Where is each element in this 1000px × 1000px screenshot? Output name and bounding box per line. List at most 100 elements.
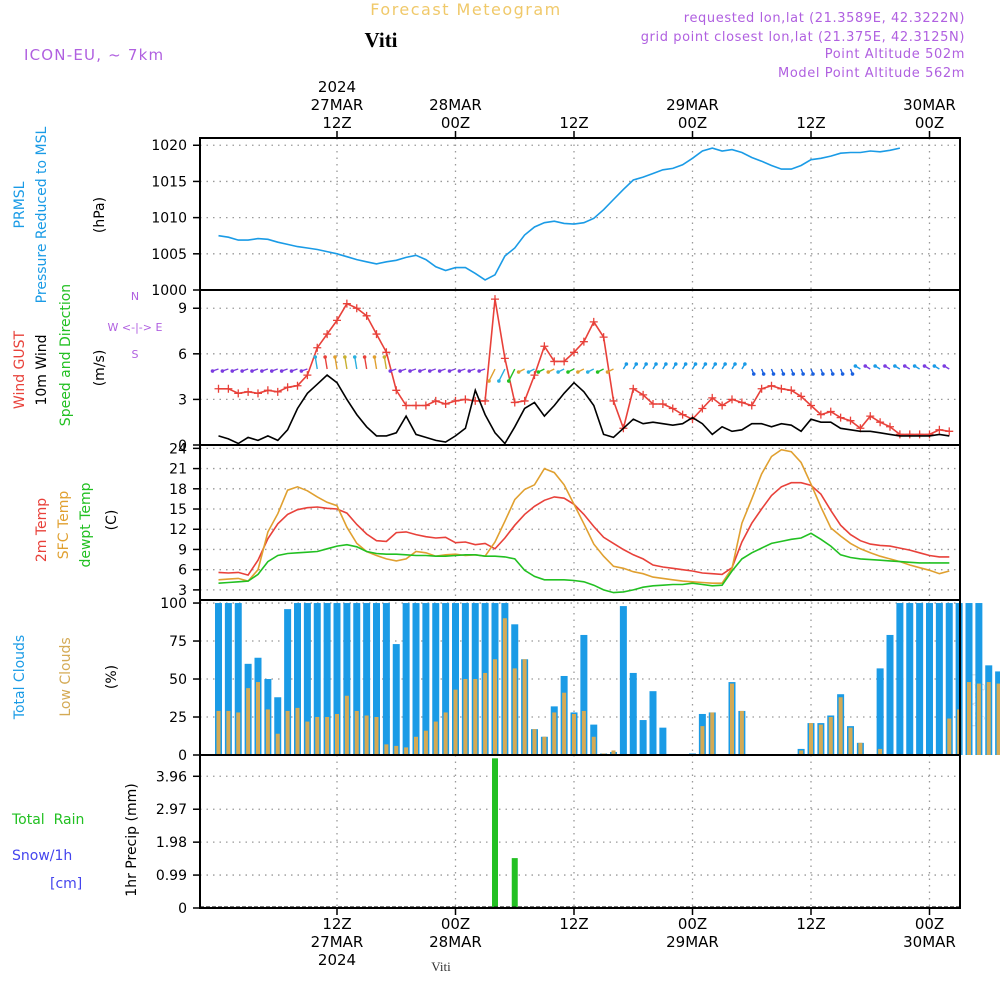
bar-clouds-1: [216, 710, 221, 755]
ytick-label-wind: 6: [178, 347, 187, 363]
gust-point: [412, 401, 420, 410]
gust-point: [807, 401, 815, 410]
gust-point: [649, 399, 657, 408]
bar-clouds-0: [886, 634, 894, 755]
gust-point: [342, 299, 351, 308]
wind-arrow-head: [566, 370, 570, 374]
gust-point: [214, 384, 223, 393]
wind-arrow-head: [260, 369, 264, 373]
wind-arrow-head: [467, 369, 472, 373]
wind-arrow-head: [352, 355, 357, 359]
bar-clouds-0: [629, 672, 637, 755]
wind-arrow-head: [289, 369, 294, 373]
wind-arrow-head: [210, 369, 215, 373]
total-clouds-label: Total Clouds: [12, 635, 28, 720]
bar-clouds-1: [809, 723, 813, 755]
gust-point: [402, 401, 411, 410]
pressure-unit: (hPa): [92, 197, 108, 233]
wind-arrow-head: [654, 362, 658, 366]
wind-arrow: [363, 356, 368, 370]
compass-n: N: [131, 290, 139, 303]
temp-panel-labels: 2m Temp SFC Temp dewpt Temp (C): [34, 482, 120, 567]
snow-label: Snow/1h: [12, 848, 72, 864]
ytick-label-wind: 0: [178, 438, 187, 454]
gust-label: Wind GUST: [12, 330, 28, 409]
gust-point: [293, 381, 302, 390]
gust-point: [579, 337, 588, 346]
wind-arrow-head: [751, 372, 756, 376]
series-line-wind-0: [218, 298, 950, 436]
axes-layer: 1000100510101015102003693691215182124025…: [151, 137, 961, 917]
bar-clouds-1: [522, 659, 527, 755]
bar-clouds-1: [512, 668, 517, 755]
wind-arrow: [488, 368, 496, 382]
bar-clouds-1: [976, 683, 981, 755]
bar-clouds-0: [234, 603, 242, 755]
gust-point: [520, 396, 529, 405]
wind-arrow-head: [240, 369, 244, 373]
bar-clouds-0: [432, 603, 440, 755]
wind-arrow-head: [624, 362, 629, 366]
gust-point: [500, 354, 509, 363]
wind-arrow-head: [912, 364, 917, 368]
gust-point: [698, 404, 707, 413]
bar-clouds-0: [639, 720, 647, 755]
ytick-label-precip: 2.97: [156, 802, 187, 818]
wind-arrow: [498, 368, 506, 382]
wind-arrow-head: [333, 355, 337, 359]
model-label: ICON-EU, ~ 7km: [24, 46, 164, 64]
wind-arrow-head: [372, 355, 377, 359]
bar-clouds-0: [975, 603, 983, 755]
bar-clouds-1: [947, 718, 952, 755]
gust-point: [737, 398, 746, 407]
time-label-top: 00Z: [441, 114, 470, 132]
wind-arrow-head: [863, 364, 868, 368]
forecast-title: Forecast Meteogram: [370, 0, 561, 19]
gust-point: [945, 427, 954, 436]
time-label-bottom: 12Z: [322, 915, 351, 933]
wind-arrow-head: [942, 364, 947, 368]
bar-clouds-1: [611, 750, 616, 755]
wind-arrow: [344, 356, 348, 370]
time-label-bottom: 29MAR: [666, 933, 719, 951]
wind-arrow-head: [853, 364, 858, 368]
bar-clouds-0: [373, 603, 380, 755]
bar-clouds-1: [443, 712, 448, 755]
location-title: Viti: [364, 28, 397, 52]
grid-layer: [200, 138, 960, 909]
wind-arrow-head: [526, 370, 531, 374]
bar-clouds-0: [323, 603, 331, 755]
time-label-top: 2024: [318, 78, 356, 96]
bar-clouds-1: [325, 717, 330, 755]
panel-frame-pressure: [199, 137, 961, 291]
wind-arrow: [508, 368, 516, 382]
bar-precip-0: [492, 758, 498, 908]
gust-point: [273, 387, 282, 396]
bar-clouds-1: [818, 724, 823, 755]
bar-clouds-1: [967, 682, 971, 755]
gust-point: [441, 399, 450, 408]
gust-point: [816, 410, 825, 419]
bar-clouds-1: [739, 710, 744, 755]
wind-arrow-head: [634, 362, 639, 366]
gust-point: [481, 396, 490, 405]
wind-arrow-head: [893, 364, 897, 368]
gust-point: [283, 383, 292, 392]
gust-point: [550, 357, 559, 366]
gust-point: [421, 401, 430, 410]
bar-clouds-1: [483, 672, 488, 755]
wind-arrow-head: [595, 370, 600, 374]
bar-clouds-0: [274, 697, 282, 755]
bar-clouds-1: [364, 715, 369, 755]
bar-clouds-1: [799, 750, 804, 755]
wind-arrow-head: [323, 355, 327, 359]
wind-arrow-head: [447, 369, 452, 373]
gust-point: [254, 389, 262, 398]
bar-clouds-1: [374, 717, 379, 755]
bar-clouds-0: [363, 603, 371, 755]
bar-clouds-1: [335, 713, 339, 755]
gust-point: [599, 333, 608, 342]
wind-arrow: [354, 356, 358, 370]
gust-point: [925, 430, 934, 439]
